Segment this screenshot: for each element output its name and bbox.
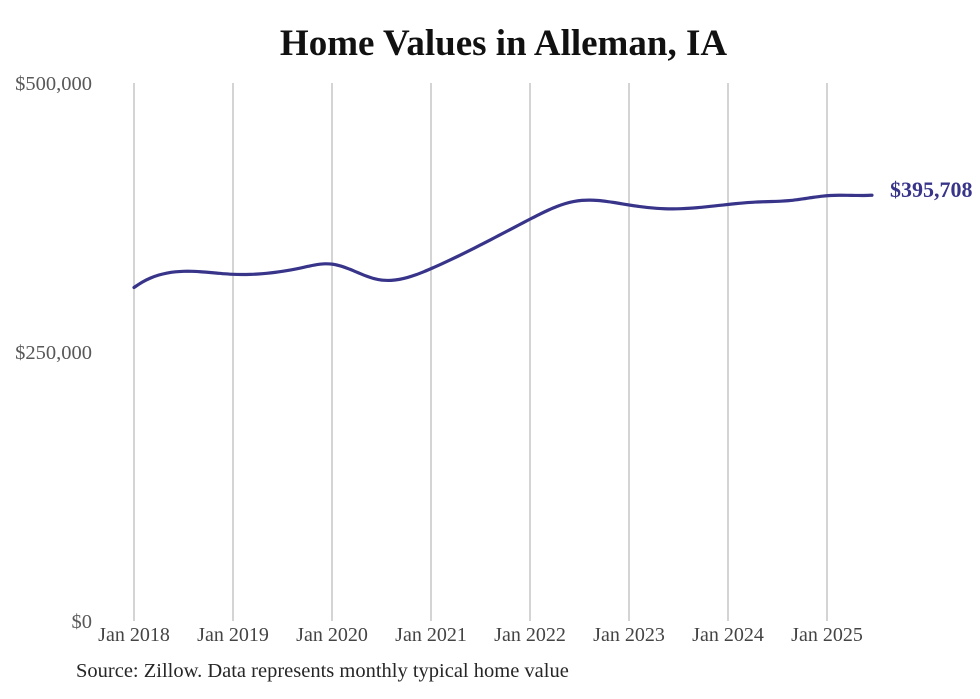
svg-text:Jan 2020: Jan 2020 xyxy=(296,624,368,646)
svg-text:Jan 2024: Jan 2024 xyxy=(692,624,764,646)
svg-text:Jan 2025: Jan 2025 xyxy=(791,624,863,646)
svg-text:$250,000: $250,000 xyxy=(15,342,92,364)
svg-text:Jan 2022: Jan 2022 xyxy=(494,624,566,646)
svg-text:Jan 2021: Jan 2021 xyxy=(395,624,467,646)
svg-text:Jan 2023: Jan 2023 xyxy=(593,624,665,646)
svg-text:$500,000: $500,000 xyxy=(15,73,92,95)
svg-text:Jan 2019: Jan 2019 xyxy=(197,624,269,646)
svg-text:$0: $0 xyxy=(72,611,93,633)
svg-text:Jan 2018: Jan 2018 xyxy=(98,624,170,646)
